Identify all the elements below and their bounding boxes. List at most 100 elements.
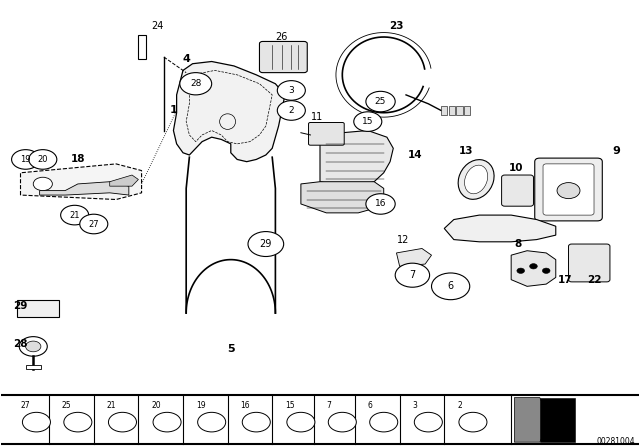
Text: 11: 11 [310, 112, 323, 122]
Text: 9: 9 [612, 146, 620, 155]
Text: 21: 21 [69, 211, 80, 220]
Text: 7: 7 [326, 401, 332, 410]
Circle shape [366, 91, 395, 112]
Circle shape [431, 273, 470, 300]
Text: 17: 17 [558, 275, 573, 284]
Text: 12: 12 [397, 235, 409, 245]
Circle shape [277, 81, 305, 100]
Circle shape [459, 412, 487, 432]
Text: 18: 18 [70, 155, 85, 164]
Text: 2: 2 [457, 401, 461, 410]
Text: 16: 16 [375, 199, 387, 208]
Text: 4: 4 [182, 54, 190, 64]
Ellipse shape [465, 165, 488, 194]
Text: 20: 20 [151, 401, 161, 410]
Polygon shape [109, 175, 138, 186]
Bar [26, 365, 41, 369]
Bar [456, 106, 463, 115]
FancyBboxPatch shape [543, 164, 594, 215]
Circle shape [287, 412, 315, 432]
Circle shape [366, 194, 395, 214]
Bar [138, 35, 146, 59]
FancyBboxPatch shape [535, 158, 602, 221]
Text: 16: 16 [241, 401, 250, 410]
Text: 19: 19 [20, 155, 31, 164]
Text: 15: 15 [362, 117, 374, 126]
Text: 23: 23 [389, 21, 404, 31]
Text: 6: 6 [447, 281, 454, 291]
FancyBboxPatch shape [502, 175, 534, 206]
Polygon shape [301, 182, 384, 213]
Circle shape [180, 73, 212, 95]
Polygon shape [320, 130, 394, 186]
Circle shape [530, 263, 538, 269]
Circle shape [277, 101, 305, 120]
FancyBboxPatch shape [259, 42, 307, 73]
Circle shape [12, 150, 40, 169]
Text: 1: 1 [170, 105, 177, 116]
Circle shape [248, 232, 284, 257]
Circle shape [108, 412, 136, 432]
Text: 21: 21 [106, 401, 116, 410]
Polygon shape [396, 249, 431, 266]
Polygon shape [173, 61, 285, 162]
Text: 8: 8 [514, 239, 521, 249]
Circle shape [19, 336, 47, 356]
Bar [540, 398, 575, 442]
Text: 27: 27 [88, 220, 99, 228]
Circle shape [328, 412, 356, 432]
Circle shape [80, 214, 108, 234]
Text: 10: 10 [509, 164, 524, 173]
Circle shape [243, 412, 270, 432]
Circle shape [64, 412, 92, 432]
Polygon shape [40, 182, 129, 195]
Text: 25: 25 [62, 401, 72, 410]
Text: 13: 13 [460, 146, 474, 155]
Polygon shape [511, 251, 556, 286]
Circle shape [354, 112, 382, 131]
Circle shape [33, 177, 52, 190]
Text: 3: 3 [289, 86, 294, 95]
Circle shape [153, 412, 181, 432]
Bar [464, 106, 470, 115]
Text: 2: 2 [289, 106, 294, 115]
Text: 29: 29 [260, 239, 272, 249]
Circle shape [370, 412, 397, 432]
FancyBboxPatch shape [568, 244, 610, 282]
Text: 27: 27 [20, 401, 30, 410]
Text: 14: 14 [408, 150, 423, 160]
Text: 7: 7 [409, 270, 415, 280]
Text: 00281004: 00281004 [596, 437, 636, 446]
Circle shape [61, 205, 89, 225]
Circle shape [26, 341, 41, 352]
Text: 26: 26 [276, 32, 288, 42]
Text: 19: 19 [196, 401, 205, 410]
Text: 5: 5 [227, 344, 235, 353]
Polygon shape [20, 164, 141, 199]
Text: 24: 24 [151, 21, 164, 31]
FancyBboxPatch shape [308, 122, 344, 145]
Text: 29: 29 [13, 302, 28, 311]
Circle shape [557, 183, 580, 198]
Bar [17, 300, 59, 318]
Polygon shape [515, 398, 549, 442]
Text: 6: 6 [368, 401, 372, 410]
Circle shape [198, 412, 226, 432]
Text: 28: 28 [190, 79, 202, 88]
Circle shape [29, 150, 57, 169]
Text: 28: 28 [13, 339, 28, 349]
Circle shape [414, 412, 442, 432]
Circle shape [22, 412, 51, 432]
Circle shape [395, 263, 429, 287]
Circle shape [517, 268, 525, 273]
Ellipse shape [458, 159, 494, 199]
Text: 15: 15 [285, 401, 294, 410]
Text: 20: 20 [38, 155, 48, 164]
Polygon shape [444, 215, 556, 242]
Circle shape [542, 268, 550, 273]
Text: 22: 22 [587, 275, 601, 284]
Bar [449, 106, 455, 115]
Bar [441, 106, 447, 115]
Text: 3: 3 [412, 401, 417, 410]
Text: 25: 25 [375, 97, 386, 106]
